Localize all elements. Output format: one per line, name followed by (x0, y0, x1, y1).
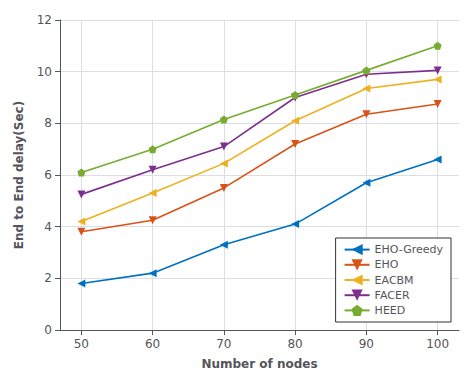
svg-text:100: 100 (426, 337, 449, 351)
svg-text:80: 80 (287, 337, 302, 351)
svg-text:End to End delay(Sec): End to End delay(Sec) (12, 101, 26, 249)
svg-text:50: 50 (74, 337, 89, 351)
svg-text:Number of nodes: Number of nodes (201, 357, 317, 371)
svg-text:EHO-Greedy: EHO-Greedy (375, 243, 444, 256)
svg-text:FACER: FACER (375, 289, 410, 302)
svg-text:4: 4 (44, 220, 52, 234)
svg-text:10: 10 (37, 65, 52, 79)
svg-text:70: 70 (216, 337, 231, 351)
svg-text:6: 6 (44, 168, 52, 182)
svg-text:60: 60 (145, 337, 160, 351)
svg-text:EHO: EHO (375, 258, 399, 271)
svg-text:12: 12 (37, 13, 52, 27)
svg-text:EACBM: EACBM (375, 274, 414, 287)
svg-text:90: 90 (359, 337, 374, 351)
svg-text:8: 8 (44, 116, 52, 130)
svg-text:HEED: HEED (375, 304, 406, 317)
svg-text:0: 0 (44, 323, 52, 337)
svg-text:2: 2 (44, 271, 52, 285)
